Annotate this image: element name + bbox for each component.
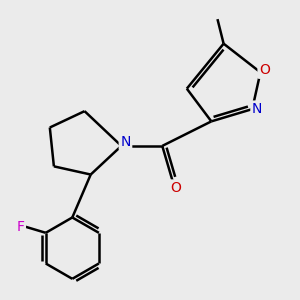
Text: F: F <box>16 220 24 234</box>
Text: O: O <box>170 181 181 195</box>
Text: O: O <box>259 63 270 77</box>
Text: N: N <box>120 135 131 149</box>
Text: N: N <box>252 102 262 116</box>
